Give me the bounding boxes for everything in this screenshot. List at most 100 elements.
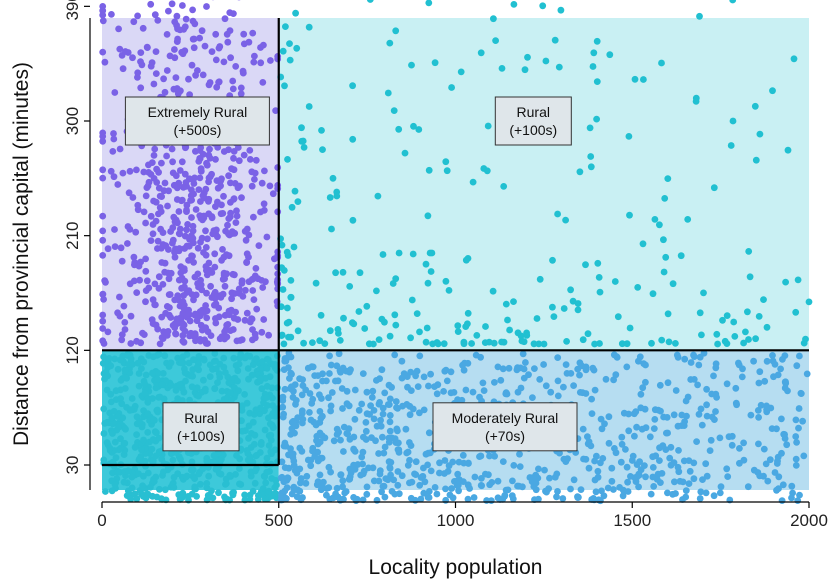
data-point: [329, 174, 337, 182]
data-point: [237, 84, 245, 92]
data-point: [788, 482, 796, 490]
data-point: [557, 6, 565, 14]
data-point: [550, 313, 558, 320]
data-point: [116, 356, 124, 364]
data-point: [183, 226, 191, 234]
data-point: [579, 425, 587, 433]
data-point: [108, 11, 115, 18]
data-point: [99, 311, 107, 319]
data-point: [258, 277, 266, 284]
data-point: [576, 371, 583, 379]
data-point: [153, 493, 161, 501]
data-point: [326, 370, 333, 377]
data-point: [473, 332, 481, 339]
data-point: [386, 427, 394, 435]
data-point: [200, 356, 208, 364]
data-point: [398, 357, 406, 365]
data-point: [394, 468, 402, 475]
data-point: [237, 90, 245, 98]
data-point: [605, 413, 613, 421]
data-point: [281, 494, 289, 501]
data-point: [629, 452, 637, 460]
data-point: [138, 61, 146, 69]
data-point: [151, 11, 159, 19]
data-point: [593, 115, 600, 123]
data-point: [618, 340, 626, 348]
data-point: [129, 361, 136, 368]
data-point: [716, 434, 724, 442]
data-point: [181, 170, 189, 178]
data-point: [442, 158, 450, 166]
data-point: [150, 197, 158, 205]
data-point: [574, 365, 582, 373]
data-point: [251, 330, 259, 338]
data-point: [170, 85, 178, 93]
data-point: [126, 167, 134, 175]
data-point: [172, 330, 180, 338]
data-point: [218, 333, 226, 341]
data-point: [763, 357, 771, 365]
data-point: [271, 361, 279, 368]
data-point: [136, 276, 144, 284]
data-point: [133, 413, 141, 421]
data-point: [530, 340, 538, 348]
data-point: [458, 396, 466, 404]
data-point: [388, 383, 395, 391]
data-point: [796, 491, 803, 499]
data-point: [225, 252, 233, 260]
data-point: [796, 352, 803, 360]
data-point: [284, 156, 291, 163]
data-point: [664, 489, 671, 497]
data-point: [682, 397, 690, 405]
data-point: [189, 35, 197, 43]
data-point: [103, 439, 111, 446]
data-point: [339, 477, 347, 485]
data-point: [149, 436, 157, 443]
data-point: [562, 216, 569, 224]
data-point: [356, 269, 364, 277]
data-point: [240, 151, 248, 159]
data-point: [176, 167, 184, 174]
data-point: [238, 402, 246, 410]
data-point: [653, 475, 661, 483]
data-point: [334, 377, 342, 385]
data-point: [178, 359, 186, 367]
data-point: [147, 171, 155, 178]
data-point: [215, 370, 223, 377]
data-point: [793, 439, 800, 446]
data-point: [152, 429, 160, 437]
data-point: [639, 240, 647, 248]
data-point: [736, 445, 743, 452]
data-point: [190, 180, 198, 187]
data-point: [150, 416, 157, 423]
data-point: [614, 313, 622, 321]
data-point: [784, 387, 791, 395]
data-point: [171, 46, 178, 53]
data-point: [717, 483, 725, 491]
data-point: [206, 79, 214, 86]
data-point: [152, 452, 160, 460]
data-point: [263, 365, 271, 372]
data-point: [265, 331, 272, 339]
data-point: [380, 482, 388, 490]
data-point: [142, 371, 150, 379]
data-point: [805, 298, 813, 306]
data-point: [662, 253, 670, 261]
data-point: [681, 355, 689, 363]
data-point: [541, 466, 548, 474]
data-point: [498, 338, 505, 346]
data-point: [181, 369, 189, 377]
data-point: [231, 271, 238, 279]
data-point: [246, 156, 254, 163]
data-point: [190, 44, 198, 52]
data-point: [150, 152, 158, 159]
data-point: [259, 485, 267, 492]
data-point: [227, 327, 234, 334]
data-point: [196, 147, 204, 154]
data-point: [442, 277, 450, 285]
data-point: [375, 450, 382, 457]
data-point: [340, 448, 347, 455]
data-point: [635, 357, 642, 365]
data-point: [282, 442, 290, 450]
data-point: [254, 496, 262, 503]
